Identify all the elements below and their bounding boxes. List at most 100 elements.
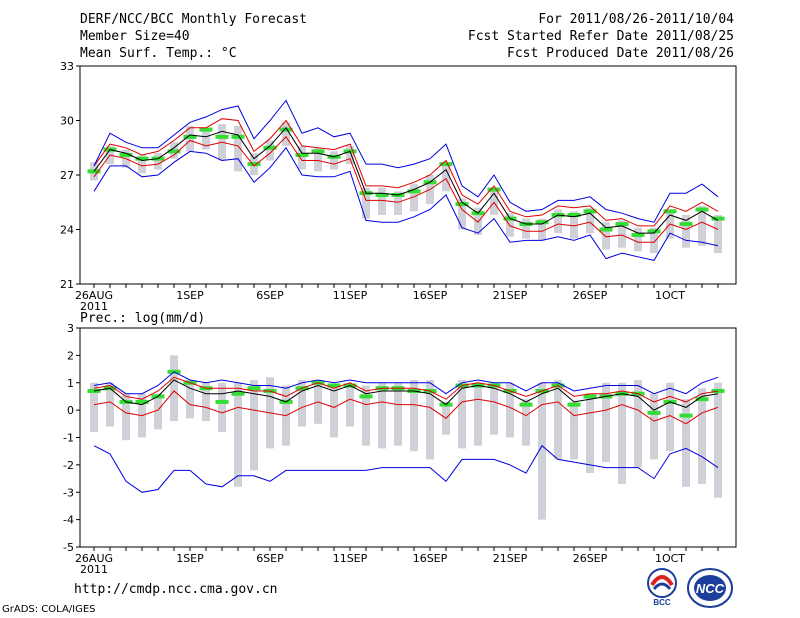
- chart1-range-box: [298, 145, 306, 170]
- chart1-range-box: [554, 209, 562, 234]
- chart2-clim-marker: [695, 397, 709, 402]
- chart2-y-tick-label: 3: [67, 322, 74, 335]
- forecast-period: For 2011/08/26-2011/10/04: [538, 12, 734, 27]
- chart2-range-box: [570, 401, 578, 460]
- chart2-clim-marker: [647, 410, 661, 415]
- chart2-clim-marker: [327, 383, 341, 388]
- chart1-range-box: [346, 145, 354, 165]
- chart1-clim-marker: [455, 202, 469, 207]
- chart2-clim-marker: [215, 399, 229, 404]
- chart1-clim-marker: [631, 232, 645, 237]
- chart1-range-box: [522, 218, 530, 239]
- chart1-x-tick-label: 21SEP: [493, 289, 528, 302]
- chart2-range-box: [538, 382, 546, 520]
- chart1-clim-marker: [615, 222, 629, 227]
- chart2-range-box: [666, 382, 674, 452]
- chart2-range-box: [522, 399, 530, 446]
- chart1-x-tick-label: 16SEP: [413, 289, 448, 302]
- chart2-range-box: [554, 380, 562, 460]
- chart2-y-tick-label: 1: [67, 377, 74, 390]
- chart1-range-box: [362, 187, 370, 219]
- chart1-range-box: [586, 207, 594, 234]
- chart1-range-box: [442, 164, 450, 192]
- ncc-logo-text: NCC: [696, 581, 725, 596]
- chart2-clim-marker: [135, 399, 149, 404]
- chart2-range-box: [90, 382, 98, 433]
- chart2-range-box: [170, 355, 178, 422]
- chart2-range-box: [234, 382, 242, 487]
- chart1-range-box: [234, 125, 242, 172]
- chart1-range-box: [490, 187, 498, 215]
- footer-url[interactable]: http://cmdp.ncc.cma.gov.cn: [74, 582, 278, 597]
- chart2-y-tick-label: 0: [67, 404, 74, 417]
- chart2-clim-marker: [567, 402, 581, 407]
- chart1-y-tick-label: 21: [60, 278, 74, 291]
- chart1-clim-marker: [247, 162, 261, 167]
- chart2-range-box: [586, 393, 594, 474]
- chart2-extreme-line-3: [93, 371, 719, 395]
- chart-title: DERF/NCC/BCC Monthly Forecast: [80, 12, 307, 27]
- chart2-range-box: [714, 382, 722, 498]
- chart2-y-tick-label: -3: [63, 486, 74, 499]
- chart1-range-box: [394, 191, 402, 215]
- chart1-range-box: [410, 184, 418, 212]
- chart1-clim-marker: [599, 227, 613, 232]
- chart2-range-box: [602, 382, 610, 463]
- chart1-range-box: [682, 214, 690, 248]
- chart2-range-box: [250, 380, 258, 471]
- chart2-clim-marker: [231, 391, 245, 396]
- chart2-clim-marker: [711, 388, 725, 393]
- chart1-clim-marker: [311, 149, 325, 154]
- chart1-range-box: [378, 187, 386, 215]
- chart2-range-box: [394, 382, 402, 446]
- chart2-clim-marker: [247, 386, 261, 391]
- chart2-range-box: [650, 393, 658, 460]
- chart1-mean-line-0: [93, 126, 719, 234]
- chart2-x-tick-label: 1SEP: [176, 552, 204, 565]
- chart1-range-box: [266, 140, 274, 161]
- ncc-logo-icon: NCC: [687, 568, 733, 608]
- chart1-clim-marker: [407, 189, 421, 194]
- chart1-clim-marker: [679, 222, 693, 227]
- chart2-clim-marker: [359, 394, 373, 399]
- chart2-extreme-line-4: [93, 444, 719, 493]
- chart1-range-box: [506, 213, 514, 237]
- chart2-range-box: [458, 380, 466, 449]
- chart2-range-box: [106, 382, 114, 427]
- chart1-y-tick-label: 33: [60, 60, 74, 73]
- chart2-y-tick-label: -1: [63, 432, 74, 445]
- chart1-range-box: [282, 122, 290, 146]
- chart2-range-box: [154, 393, 162, 430]
- chart2-clim-marker: [679, 413, 693, 418]
- chart2-range-box: [490, 382, 498, 435]
- chart1-clim-marker: [647, 229, 661, 234]
- chart1-range-box: [202, 129, 210, 150]
- footer-grads-credit: GrADS: COLA/IGES: [2, 604, 96, 615]
- chart1-range-box: [714, 214, 722, 254]
- chart2-x-tick-label: 1OCT: [655, 552, 685, 565]
- chart1-range-box: [650, 227, 658, 254]
- chart2-panel-title: Prec.: log(mm/d): [80, 311, 205, 326]
- chart1-range-box: [618, 220, 626, 248]
- chart2-y-tick-label: -5: [63, 541, 74, 554]
- member-size: Member Size=40: [80, 29, 190, 44]
- chart1-y-tick-label: 24: [60, 224, 74, 237]
- variable-label: Mean Surf. Temp.: °C: [80, 46, 237, 61]
- chart1-clim-marker: [695, 207, 709, 212]
- chart1-x-tick-label: 26SEP: [573, 289, 608, 302]
- chart2-y-tick-label: -2: [63, 459, 74, 472]
- chart2-range-box: [634, 380, 642, 468]
- chart1-clim-marker: [439, 162, 453, 167]
- chart1-range-box: [138, 155, 146, 174]
- chart2-range-box: [330, 385, 338, 438]
- forecast-start-date: Fcst Started Refer Date 2011/08/25: [467, 29, 734, 44]
- chart1-spread-line-1: [93, 118, 719, 227]
- chart2-range-box: [474, 382, 482, 446]
- chart1-clim-marker: [375, 192, 389, 197]
- chart1-x-tick-year: 2011: [80, 300, 108, 313]
- chart2-x-tick-label: 11SEP: [333, 552, 368, 565]
- chart1-clim-marker: [487, 187, 501, 192]
- chart1-clim-marker: [215, 134, 229, 139]
- chart2-range-box: [362, 385, 370, 446]
